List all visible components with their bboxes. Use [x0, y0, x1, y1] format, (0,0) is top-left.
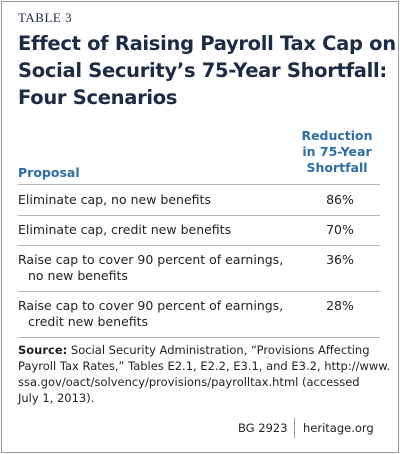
- source-line: ssa.gov/oact/solvency/provisions/payroll…: [18, 375, 360, 389]
- footer-site: heritage.org: [303, 421, 374, 435]
- header-reduction: in 75-Year: [302, 144, 372, 159]
- source-line: Payroll Tax Rates,” Tables E2.1, E2.2, E…: [18, 359, 391, 373]
- source-line: July 1, 2013).: [18, 391, 95, 405]
- source-line: Source: Social Security Administration, …: [18, 343, 370, 357]
- header-reduction: Reduction: [301, 128, 373, 143]
- footer-code: BG 2923: [238, 421, 288, 435]
- rule: [18, 291, 380, 292]
- proposal-text: Raise cap to cover 90 percent of earning…: [18, 298, 284, 313]
- title-line: Four Scenarios: [18, 86, 178, 109]
- footer-divider: [294, 418, 295, 438]
- table-label: TABLE 3: [18, 10, 73, 25]
- rule: [18, 245, 380, 246]
- proposal-text: Raise cap to cover 90 percent of earning…: [18, 252, 284, 267]
- source-label: Source:: [18, 343, 68, 357]
- reduction-value: 70%: [326, 222, 354, 237]
- rule: [18, 184, 380, 185]
- title-line: Effect of Raising Payroll Tax Cap on: [18, 32, 396, 55]
- proposal-text: Eliminate cap, credit new benefits: [18, 222, 232, 237]
- reduction-value: 86%: [326, 192, 354, 207]
- proposal-text: no new benefits: [28, 268, 128, 283]
- rule: [18, 337, 380, 338]
- reduction-value: 36%: [326, 252, 354, 267]
- source-text: Social Security Administration, “Provisi…: [67, 343, 370, 357]
- rule: [18, 215, 380, 216]
- title-line: Social Security’s 75-Year Shortfall:: [18, 59, 387, 82]
- proposal-text: Eliminate cap, no new benefits: [18, 192, 211, 207]
- header-reduction: Shortfall: [306, 160, 368, 175]
- reduction-value: 28%: [326, 298, 354, 313]
- proposal-text: credit new benefits: [28, 314, 149, 329]
- header-proposal: Proposal: [18, 165, 80, 180]
